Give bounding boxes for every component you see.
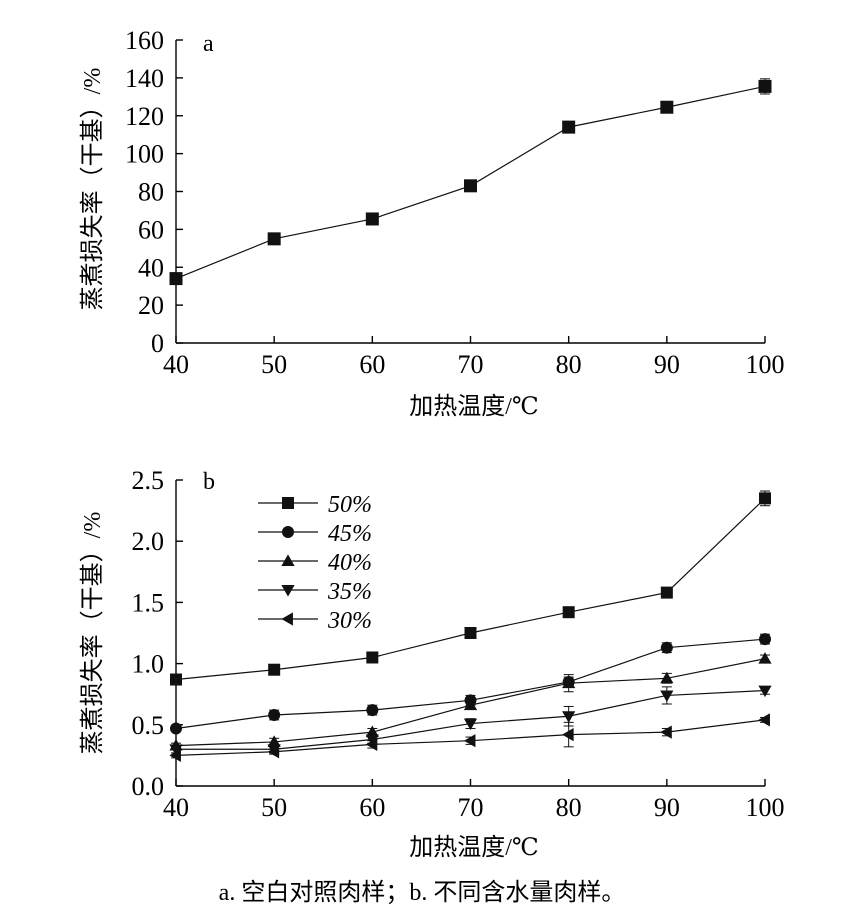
data-point xyxy=(169,748,181,762)
legend-marker xyxy=(282,526,294,538)
data-point xyxy=(366,651,379,664)
chart-a-y-axis-title: 蒸煮损失率（干基）/% xyxy=(79,68,106,311)
x-tick-label: 90 xyxy=(654,793,680,822)
data-point xyxy=(759,492,771,505)
chart-b-panel-label: b xyxy=(203,469,215,495)
data-point xyxy=(464,179,477,193)
data-point xyxy=(365,737,378,751)
legend-label: 45% xyxy=(328,521,372,547)
x-tick-label: 40 xyxy=(163,350,189,379)
x-tick-label: 60 xyxy=(359,350,385,379)
data-point xyxy=(660,586,673,599)
data-point xyxy=(365,212,379,226)
y-tick-label: 1.5 xyxy=(132,588,165,617)
data-point xyxy=(169,744,183,756)
data-point xyxy=(365,725,379,738)
data-point xyxy=(660,641,673,654)
data-point xyxy=(464,627,477,639)
legend: 50% 45% 40% 35% 30% xyxy=(258,492,372,634)
y-tick-label: 2.5 xyxy=(132,466,165,495)
x-tick-label: 80 xyxy=(556,793,582,822)
x-tick-label: 50 xyxy=(261,793,287,822)
y-tick-label: 2.0 xyxy=(132,527,165,556)
series xyxy=(169,713,770,762)
data-point xyxy=(660,671,674,684)
series-line xyxy=(175,497,766,681)
data-point xyxy=(660,690,674,703)
data-point xyxy=(562,676,576,689)
y-tick-label: 20 xyxy=(138,291,164,320)
chart-a: a 蒸煮损失率（干基）/% 加热温度/℃ 0 20 40 60 80 100 120 140 1… xyxy=(79,26,785,420)
data-point xyxy=(758,713,770,727)
data-point xyxy=(170,722,182,735)
series xyxy=(169,652,772,751)
x-tick-label: 50 xyxy=(261,350,287,379)
series xyxy=(170,490,771,686)
data-point xyxy=(268,663,281,676)
data-point xyxy=(562,120,576,134)
data-point xyxy=(758,685,772,698)
data-point xyxy=(758,652,772,664)
legend-label: 40% xyxy=(328,550,372,576)
data-point xyxy=(562,606,575,619)
series xyxy=(169,78,772,286)
y-tick-label: 120 xyxy=(125,102,164,131)
y-tick-label: 160 xyxy=(125,26,164,55)
x-tick-label: 100 xyxy=(746,350,785,379)
x-tick-label: 100 xyxy=(746,793,785,822)
x-tick-label: 70 xyxy=(458,350,484,379)
data-point xyxy=(660,100,674,114)
y-tick-label: 140 xyxy=(125,64,164,93)
chart-b-y-axis-title: 蒸煮损失率（干基）/% xyxy=(79,512,106,755)
data-point xyxy=(366,704,379,717)
legend-marker xyxy=(281,585,295,597)
y-tick-label: 0.0 xyxy=(132,772,165,801)
data-point xyxy=(463,698,478,711)
x-tick-label: 40 xyxy=(163,793,189,822)
y-tick-label: 0.5 xyxy=(132,711,165,740)
legend-label: 50% xyxy=(328,492,372,518)
data-point xyxy=(268,709,281,722)
x-tick-label: 90 xyxy=(654,350,680,379)
data-point xyxy=(267,232,281,246)
y-tick-label: 100 xyxy=(125,140,164,169)
legend-label: 35% xyxy=(327,579,372,605)
data-point xyxy=(169,272,183,286)
x-tick-label: 70 xyxy=(458,793,484,822)
chart-b: b 蒸煮损失率（干基）/% 加热温度/℃ 0.0 0.5 1.0 1.5 2.0 2.5 4… xyxy=(79,466,785,861)
chart-a-panel-label: a xyxy=(203,31,214,57)
legend-marker xyxy=(281,554,295,566)
y-tick-label: 60 xyxy=(138,215,164,244)
legend-label: 30% xyxy=(327,608,372,634)
data-point xyxy=(267,745,280,759)
y-tick-label: 80 xyxy=(138,178,164,207)
data-point xyxy=(267,735,281,747)
figure-caption: a. 空白对照肉样；b. 不同含水量肉样。 xyxy=(219,879,626,906)
chart-b-x-axis-title: 加热温度/℃ xyxy=(409,834,539,861)
series-line xyxy=(175,638,766,730)
x-tick-label: 60 xyxy=(359,793,385,822)
y-tick-label: 1.0 xyxy=(132,650,165,679)
x-tick-label: 80 xyxy=(556,350,582,379)
data-point xyxy=(758,79,772,93)
data-point xyxy=(463,734,476,748)
data-point xyxy=(170,673,182,686)
y-tick-label: 0 xyxy=(151,329,164,358)
data-point xyxy=(660,725,672,739)
legend-marker xyxy=(282,497,294,509)
y-tick-label: 40 xyxy=(138,253,164,282)
data-point xyxy=(759,633,771,646)
chart-a-x-axis-title: 加热温度/℃ xyxy=(409,393,539,420)
data-point xyxy=(562,711,576,723)
data-point xyxy=(463,718,478,731)
legend-marker xyxy=(281,612,293,626)
data-point xyxy=(562,727,574,742)
